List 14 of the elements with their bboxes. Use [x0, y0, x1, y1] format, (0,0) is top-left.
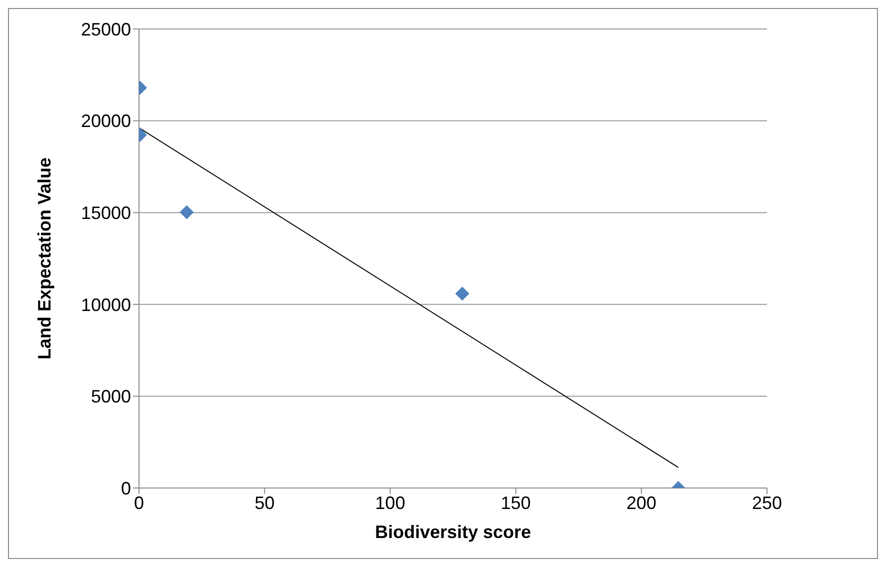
- y-axis-title: Land Expectation Value: [34, 157, 54, 360]
- y-tick-label: 10000: [80, 294, 131, 315]
- y-tick-label: 25000: [80, 19, 131, 40]
- x-tick-label: 0: [134, 492, 144, 513]
- x-tick-label: 150: [500, 492, 531, 513]
- y-tick-label: 15000: [80, 202, 131, 223]
- x-axis-title: Biodiversity score: [374, 522, 532, 542]
- y-tick-label: 20000: [80, 111, 131, 132]
- x-tick-label: 100: [375, 492, 406, 513]
- x-tick-label: 200: [626, 492, 656, 513]
- x-tick-label: 250: [752, 492, 782, 513]
- x-tick-label: 50: [254, 492, 275, 513]
- y-tick-label: 5000: [90, 386, 131, 407]
- y-tick-label: 0: [120, 478, 131, 498]
